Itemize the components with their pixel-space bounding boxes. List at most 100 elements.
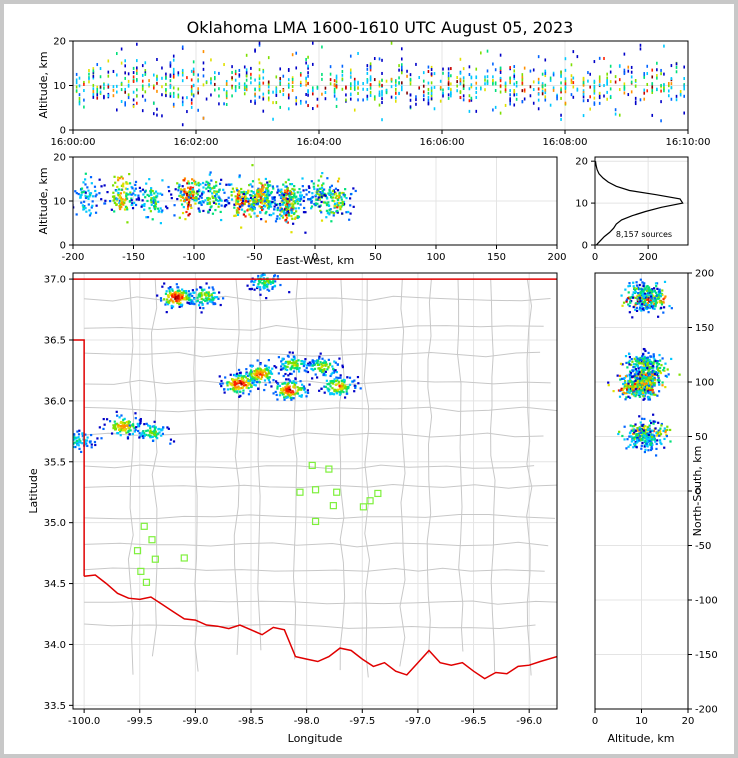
ew-height-source [329, 186, 332, 189]
time-height-source [660, 83, 662, 87]
plan-source [214, 302, 217, 306]
ew-height-x-tick-label: -50 [246, 252, 262, 263]
ns-height-source [638, 301, 641, 305]
time-height-source [190, 78, 193, 82]
time-height-source [127, 96, 130, 100]
plan-source [90, 443, 93, 446]
time-height-source [258, 86, 261, 90]
time-height-source [523, 97, 526, 101]
ns-height-source [639, 300, 642, 303]
ns-height-source [635, 375, 639, 378]
ew-height-source [201, 181, 205, 185]
ew-height-source [326, 212, 329, 215]
ew-height-source [285, 197, 288, 200]
ew-height-source [330, 220, 333, 223]
ew-height-source [290, 202, 293, 205]
time-height-source [107, 74, 110, 78]
time-height-source [250, 76, 252, 80]
ew-height-source [290, 183, 294, 186]
ew-height-source [279, 209, 282, 212]
ew-height-source [91, 200, 94, 203]
plan-source [210, 298, 213, 301]
ew-height-source [149, 189, 153, 192]
time-height-source [459, 82, 462, 86]
ew-height-source [251, 164, 254, 167]
county-line [150, 279, 158, 657]
time-height-y-tick-label: 20 [53, 37, 66, 48]
time-height-source [349, 82, 352, 86]
plan-source [79, 440, 82, 443]
ns-height-source [644, 368, 647, 371]
ew-height-source [325, 209, 329, 212]
ew-height-source [235, 198, 238, 201]
ew-height-source [269, 192, 273, 195]
plan-source [257, 376, 261, 380]
time-height-source [366, 79, 369, 83]
ew-height-source [290, 214, 293, 218]
ew-height-source [256, 189, 259, 192]
time-height-source [572, 85, 575, 89]
ew-height-source [115, 189, 118, 192]
time-height-source [156, 113, 158, 117]
ns-height-source [620, 387, 623, 390]
time-height-source [593, 84, 596, 88]
ew-height-source [191, 196, 195, 200]
plan-source [344, 386, 347, 390]
time-height-source [161, 76, 163, 80]
ew-height-source [290, 231, 293, 234]
time-height-source [544, 91, 547, 95]
time-height-source [254, 94, 256, 98]
time-height-source [96, 96, 99, 100]
plan-source [125, 431, 128, 434]
ns-height-source [639, 421, 642, 424]
plan-source [181, 295, 184, 298]
ew-height-source [87, 203, 90, 206]
time-height-source [587, 71, 589, 75]
plan-source [184, 289, 188, 293]
lma-station-marker [359, 503, 367, 511]
time-height-source [513, 82, 516, 86]
ns-height-source [624, 383, 627, 386]
ew-height-source [257, 199, 260, 202]
ew-height-source [290, 211, 293, 214]
plan-source [174, 295, 177, 298]
plan-source [263, 284, 266, 287]
ew-height-source [263, 190, 267, 194]
time-height-source [279, 90, 282, 94]
ns-height-source [638, 385, 641, 389]
time-height-source [161, 66, 163, 70]
ns-height-source [647, 428, 650, 431]
plan-xlabel: Longitude [288, 732, 343, 745]
ns-height-source [631, 387, 634, 390]
time-height-source [333, 90, 336, 94]
ew-height-source [310, 180, 313, 183]
ew-height-source [87, 197, 90, 200]
ns-height-source [636, 300, 639, 303]
time-height-source [667, 82, 670, 86]
ew-height-source [189, 186, 192, 189]
ew-height-source [103, 184, 106, 187]
ns-height-source [640, 417, 644, 420]
ew-height-source [300, 194, 304, 197]
ns-height-source [634, 375, 637, 378]
ew-height-source [335, 203, 338, 206]
ew-height-source [288, 204, 291, 208]
ns-height-source [639, 291, 642, 294]
ew-height-source [247, 204, 250, 207]
ns-height-source [642, 368, 645, 371]
plan-source [359, 387, 362, 390]
ew-height-source [283, 212, 286, 215]
ns-height-source [635, 434, 638, 437]
ns-height-source [646, 440, 649, 443]
ew-height-source [140, 205, 143, 208]
ns-height-source [650, 386, 654, 390]
ew-height-source [281, 193, 284, 196]
plan-source [333, 360, 336, 363]
time-height-source [480, 51, 482, 55]
ns-height-source [644, 448, 647, 451]
plan-source [356, 375, 360, 379]
plan-source [176, 297, 179, 300]
plan-source [94, 443, 97, 447]
plan-source [294, 377, 297, 381]
time-height-source [282, 74, 285, 78]
